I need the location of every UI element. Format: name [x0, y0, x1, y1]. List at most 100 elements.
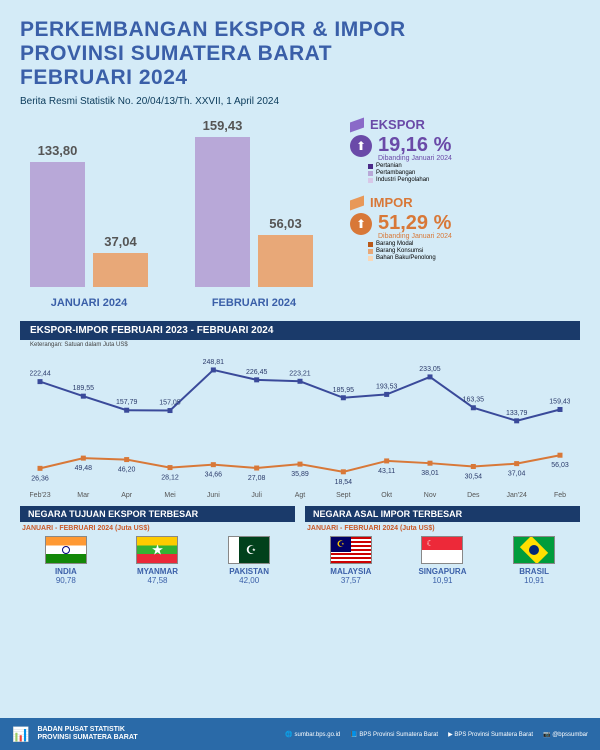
impor-countries-panel: NEGARA ASAL IMPOR TERBESAR JANUARI - FEB…	[305, 506, 580, 585]
legend-item: Pertambangan	[368, 170, 580, 176]
footer-sub: PROVINSI SUMATERA BARAT	[37, 734, 137, 742]
legend-item: Barang Konsumsi	[368, 248, 580, 254]
ekspor-countries-panel: NEGARA TUJUAN EKSPOR TERBESAR JANUARI - …	[20, 506, 295, 585]
bar-value-label: 56,03	[258, 216, 313, 231]
svg-text:Mar: Mar	[77, 492, 90, 499]
country-name: MALAYSIA	[321, 567, 381, 576]
svg-text:Juli: Juli	[251, 492, 262, 499]
bar-ekspor	[30, 162, 85, 288]
up-arrow-icon: ⬆	[350, 135, 372, 157]
ekspor-countries-sub: JANUARI - FEBRUARI 2024 (Juta US$)	[20, 522, 295, 536]
svg-text:27,08: 27,08	[248, 475, 266, 482]
bar-impor	[258, 235, 313, 288]
footer-link: ▶ BPS Provinsi Sumatera Barat	[448, 731, 533, 738]
svg-text:46,20: 46,20	[118, 467, 136, 474]
month-label: FEBRUARI 2024	[195, 297, 313, 309]
legend-text: Pertambangan	[376, 170, 415, 176]
ekspor-pct: 19,16 %	[378, 134, 451, 157]
footer: 📊 BADAN PUSAT STATISTIK PROVINSI SUMATER…	[0, 718, 600, 750]
svg-text:157,79: 157,79	[116, 400, 138, 407]
bar-value-label: 37,04	[93, 234, 148, 249]
line-chart: 222,44189,55157,79157,05248,81226,45223,…	[30, 355, 570, 500]
svg-text:Jan'24: Jan'24	[506, 492, 527, 499]
line-section-note: Keterangan: Satuan dalam Juta US$	[20, 340, 580, 350]
title-line-1: PERKEMBANGAN EKSPOR & IMPOR	[20, 18, 406, 41]
bar-value-label: 133,80	[30, 143, 85, 158]
flag-icon: ☪	[330, 536, 372, 564]
svg-text:56,03: 56,03	[551, 463, 569, 470]
legend-swatch	[368, 171, 373, 176]
country-name: BRASIL	[504, 567, 564, 576]
country-item: BRASIL 10,91	[504, 536, 564, 585]
svg-text:222,44: 222,44	[30, 371, 51, 378]
svg-text:Juni: Juni	[207, 492, 220, 499]
legend-item: Pertanian	[368, 163, 580, 169]
ekspor-sub: Dibanding Januari 2024	[378, 155, 580, 162]
ekspor-stat: EKSPOR ⬆ 19,16 % Dibanding Januari 2024 …	[350, 117, 580, 183]
legend-swatch	[368, 249, 373, 254]
legend-text: Pertanian	[376, 163, 402, 169]
svg-text:133,79: 133,79	[506, 410, 528, 417]
svg-text:49,48: 49,48	[75, 466, 93, 473]
svg-text:Des: Des	[467, 492, 480, 499]
legend-swatch	[368, 242, 373, 247]
svg-text:248,81: 248,81	[203, 359, 225, 366]
bps-logo-icon: 📊	[12, 726, 29, 743]
svg-text:Mei: Mei	[164, 492, 176, 499]
svg-text:37,04: 37,04	[508, 471, 526, 478]
country-name: SINGAPURA	[412, 567, 472, 576]
svg-text:43,11: 43,11	[378, 468, 395, 475]
bar-ekspor	[195, 137, 250, 287]
country-item: INDIA 90,78	[36, 536, 96, 585]
legend-swatch	[368, 164, 373, 169]
legend-item: Bahan Baku/Penolong	[368, 255, 580, 261]
svg-text:34,66: 34,66	[205, 472, 223, 479]
ekspor-countries-title: NEGARA TUJUAN EKSPOR TERBESAR	[20, 506, 295, 522]
svg-text:163,35: 163,35	[463, 397, 485, 404]
legend-text: Bahan Baku/Penolong	[376, 255, 436, 261]
bar-value-label: 159,43	[195, 118, 250, 133]
flag-icon	[513, 536, 555, 564]
cube-icon	[350, 117, 364, 132]
svg-text:189,55: 189,55	[73, 386, 95, 393]
svg-text:159,43: 159,43	[549, 399, 570, 406]
impor-countries-sub: JANUARI - FEBRUARI 2024 (Juta US$)	[305, 522, 580, 536]
svg-text:28,12: 28,12	[161, 475, 179, 482]
month-label: JANUARI 2024	[30, 297, 148, 309]
country-item: ★ MYANMAR 47,58	[127, 536, 187, 585]
country-value: 47,58	[127, 576, 187, 585]
up-arrow-icon: ⬆	[350, 213, 372, 235]
bar-chart: 133,80 37,04 JANUARI 2024 159,43 56,03 F…	[20, 117, 340, 317]
svg-text:26,36: 26,36	[31, 476, 49, 483]
svg-text:157,05: 157,05	[159, 400, 181, 407]
country-value: 10,91	[412, 576, 472, 585]
flag-icon: ☪	[228, 536, 270, 564]
impor-stat: IMPOR ⬆ 51,29 % Dibanding Januari 2024 B…	[350, 195, 580, 261]
impor-legend: Barang ModalBarang KonsumsiBahan Baku/Pe…	[350, 241, 580, 261]
title-line-2: PROVINSI SUMATERA BARAT	[20, 42, 332, 65]
legend-swatch	[368, 178, 373, 183]
svg-text:38,01: 38,01	[421, 471, 439, 478]
country-value: 90,78	[36, 576, 96, 585]
svg-text:223,21: 223,21	[289, 371, 311, 378]
stats-panel: EKSPOR ⬆ 19,16 % Dibanding Januari 2024 …	[340, 117, 580, 317]
legend-item: Barang Modal	[368, 241, 580, 247]
line-section-title: EKSPOR-IMPOR FEBRUARI 2023 - FEBRUARI 20…	[20, 321, 580, 340]
legend-swatch	[368, 256, 373, 261]
cube-icon	[350, 195, 364, 210]
svg-text:Nov: Nov	[424, 492, 437, 499]
country-item: ☪ MALAYSIA 37,57	[321, 536, 381, 585]
country-value: 42,00	[219, 576, 279, 585]
svg-text:233,05: 233,05	[419, 366, 441, 373]
legend-item: Industri Pengolahan	[368, 177, 580, 183]
page-title: PERKEMBANGAN EKSPOR & IMPOR PROVINSI SUM…	[20, 18, 580, 90]
svg-text:30,54: 30,54	[465, 474, 483, 481]
subtitle: Berita Resmi Statistik No. 20/04/13/Th. …	[20, 96, 580, 107]
flag-icon: ☾	[421, 536, 463, 564]
svg-text:193,53: 193,53	[376, 384, 398, 391]
legend-text: Industri Pengolahan	[376, 177, 429, 183]
svg-text:Feb: Feb	[554, 492, 566, 499]
flag-icon: ★	[136, 536, 178, 564]
impor-sub: Dibanding Januari 2024	[378, 233, 580, 240]
svg-text:Okt: Okt	[381, 492, 392, 499]
